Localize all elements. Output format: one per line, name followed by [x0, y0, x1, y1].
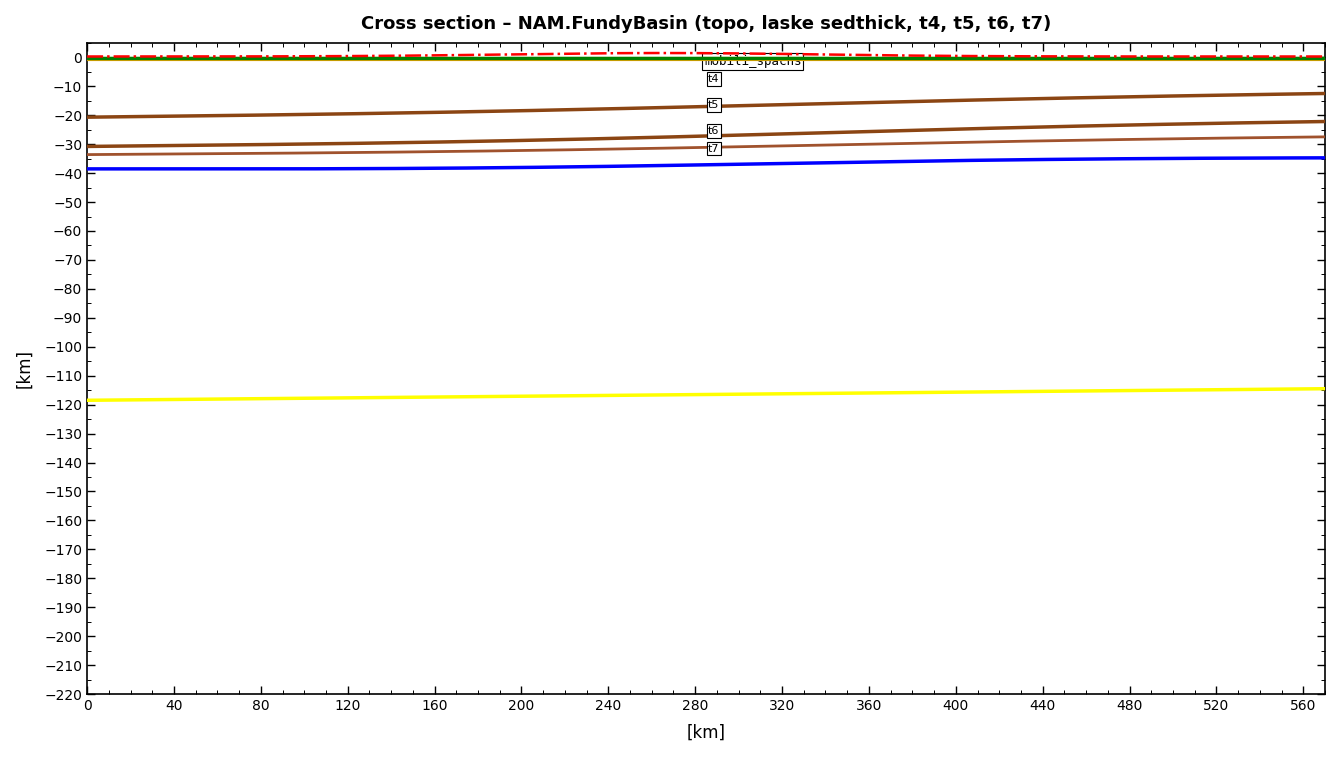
X-axis label: [km]: [km]: [686, 724, 725, 742]
Text: t6: t6: [709, 126, 720, 136]
Text: mobili_spachs: mobili_spachs: [704, 55, 801, 68]
Text: t5: t5: [709, 100, 720, 110]
Y-axis label: [km]: [km]: [15, 349, 34, 388]
Text: t4: t4: [709, 74, 720, 84]
Text: t7: t7: [709, 144, 720, 154]
Title: Cross section – NAM.FundyBasin (topo, laske sedthick, t4, t5, t6, t7): Cross section – NAM.FundyBasin (topo, la…: [360, 15, 1051, 33]
